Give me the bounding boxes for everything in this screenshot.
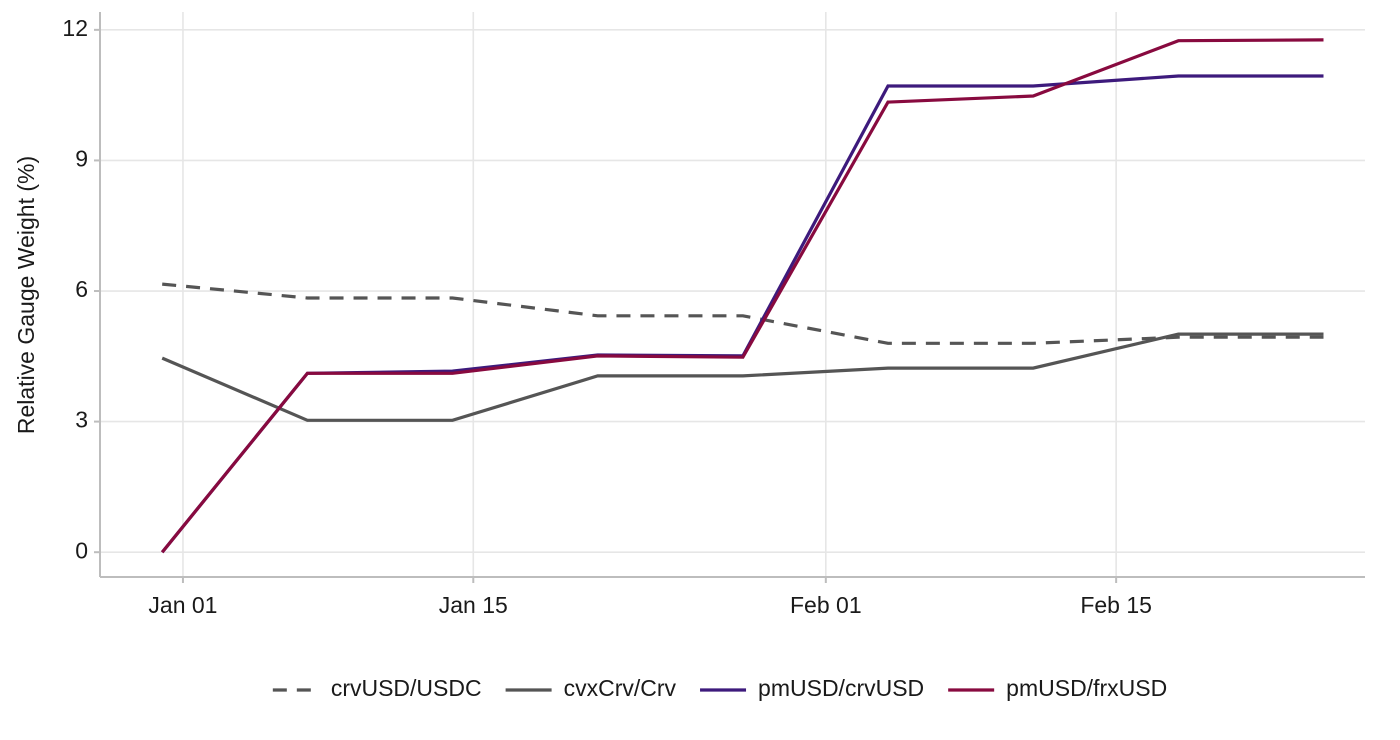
series-line	[160, 38, 1324, 554]
y-tick-label: 9	[75, 146, 88, 172]
series-line	[160, 74, 1324, 554]
x-tick-label: Feb 01	[790, 592, 862, 618]
y-tick-label: 3	[75, 407, 88, 433]
y-tick-label: 0	[75, 537, 88, 563]
x-tick-label: Jan 01	[148, 592, 217, 618]
legend-label: cvxCrv/Crv	[564, 675, 677, 701]
legend-label: pmUSD/crvUSD	[758, 675, 924, 701]
y-tick-label: 12	[62, 15, 88, 41]
legend-label: pmUSD/frxUSD	[1006, 675, 1167, 701]
series-line	[162, 282, 1324, 345]
legend: crvUSD/USDC cvxCrv/Crv pmUSD/crvUSD pmUSD/f…	[272, 675, 1167, 701]
legend-label: crvUSD/USDC	[331, 675, 482, 701]
y-tick-label: 6	[75, 276, 88, 302]
x-tick-label: Feb 15	[1080, 592, 1152, 618]
x-tick-label: Jan 15	[439, 592, 508, 618]
series-line	[161, 332, 1324, 422]
y-axis-title: Relative Gauge Weight (%)	[13, 156, 39, 434]
